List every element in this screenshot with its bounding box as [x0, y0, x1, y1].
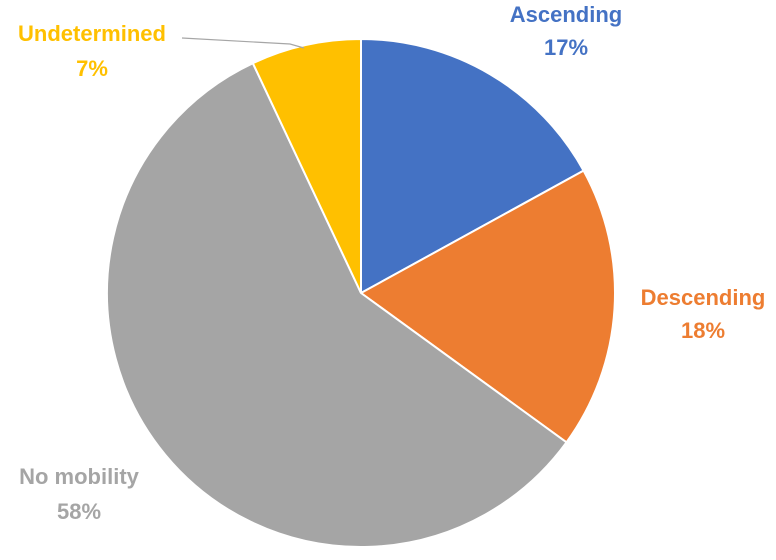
leader-lines	[181, 37, 305, 49]
pie-slice-descending	[359, 169, 616, 444]
slice-labels: Ascending 17% Descending 18% No mobility 58% U…	[18, 2, 765, 524]
slice-label-category: No mobility	[19, 464, 140, 489]
slice-label-category: Ascending	[510, 2, 622, 27]
pie-slice-no-mobility	[106, 61, 568, 548]
slice-label-category: Descending	[641, 285, 766, 310]
slice-label-category: Undetermined	[18, 21, 166, 46]
slice-label-percent: 18%	[681, 318, 725, 343]
pie-slice-ascending	[360, 37, 585, 295]
slice-label-percent: 17%	[544, 35, 588, 60]
pie-slices	[106, 37, 616, 548]
leader-line-undetermined	[181, 37, 305, 49]
pie-slice-undetermined	[251, 37, 362, 294]
slice-label-percent: 58%	[57, 499, 101, 524]
slice-label-percent: 7%	[76, 56, 108, 81]
